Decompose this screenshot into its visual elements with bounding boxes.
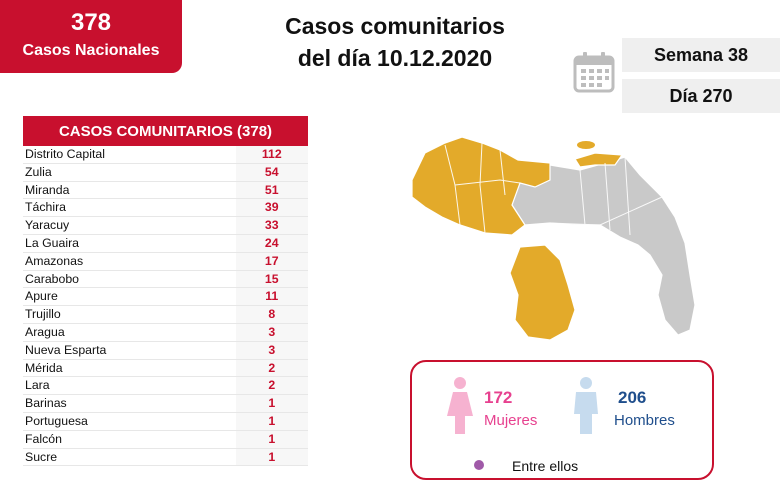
cases-table-header: CASOS COMUNITARIOS (378)	[23, 116, 308, 146]
table-row: Carabobo 15	[23, 270, 308, 289]
state-name: Mérida	[25, 360, 63, 375]
national-cases-count: 378	[70, 9, 112, 36]
title-line-2: del día 10.12.2020	[297, 45, 493, 71]
state-name: Carabobo	[25, 271, 80, 286]
case-count: 1	[235, 448, 308, 466]
title-line-1: Casos comunitarios	[285, 13, 505, 39]
state-name: Amazonas	[25, 253, 84, 268]
table-row: Falcón 1	[23, 430, 308, 449]
table-row: Mérida 2	[23, 359, 308, 378]
case-count: 1	[235, 430, 308, 448]
men-label: Hombres	[614, 412, 675, 429]
table-row: La Guaira 24	[23, 234, 308, 253]
state-name: Táchira	[25, 200, 67, 215]
women-count: 172	[484, 388, 513, 407]
gender-panel: 172 Mujeres 206 Hombres Entre ellos	[410, 360, 714, 480]
case-count: 17	[235, 252, 308, 270]
bullet-icon	[474, 460, 484, 470]
case-count: 51	[235, 181, 308, 199]
state-name: Miranda	[25, 182, 70, 197]
state-name: Apure	[25, 289, 58, 304]
case-count: 15	[235, 270, 308, 288]
gender-footer-text: Entre ellos	[512, 458, 579, 474]
state-name: Trujillo	[25, 307, 61, 322]
table-row: Nueva Esparta 3	[23, 341, 308, 360]
state-name: Barinas	[25, 396, 67, 411]
cases-table: CASOS COMUNITARIOS (378) Distrito Capita…	[23, 116, 308, 467]
map-region-west	[411, 136, 551, 236]
case-count: 2	[235, 377, 308, 395]
table-row: Apure 11	[23, 288, 308, 307]
page-title: Casos comunitarios del día 10.12.2020	[250, 10, 540, 74]
man-icon	[574, 377, 598, 434]
state-name: Yaracuy	[25, 218, 70, 233]
case-count: 24	[235, 234, 308, 252]
women-label: Mujeres	[484, 412, 538, 429]
day-box: Día 270	[622, 79, 780, 113]
case-count: 11	[235, 288, 308, 306]
state-name: Aragua	[25, 324, 65, 339]
map-region-nueva-esparta	[577, 141, 595, 149]
table-row: Zulia 54	[23, 163, 308, 182]
state-name: La Guaira	[25, 235, 80, 250]
case-count: 1	[235, 412, 308, 430]
map-region-amazonas	[509, 244, 576, 341]
national-cases-badge: 378 Casos Nacionales	[0, 0, 182, 73]
state-name: Distrito Capital	[25, 147, 105, 161]
week-box: Semana 38	[622, 38, 780, 72]
case-count: 3	[235, 323, 308, 341]
cases-table-body: Distrito Capital 112 Zulia 54 Miranda 51 Táchi…	[23, 146, 308, 467]
table-row: Táchira 39	[23, 199, 308, 218]
case-count: 39	[235, 199, 308, 217]
table-row: Miranda 51	[23, 181, 308, 200]
case-count: 33	[235, 217, 308, 234]
state-name: Sucre	[25, 449, 58, 464]
case-count: 8	[235, 306, 308, 323]
state-name: Falcón	[25, 431, 62, 446]
table-row: Sucre 1	[23, 448, 308, 467]
case-count: 1	[235, 395, 308, 412]
table-row: Aragua 3	[23, 323, 308, 342]
table-row: Portuguesa 1	[23, 412, 308, 431]
table-row: Yaracuy 33	[23, 217, 308, 235]
calendar-icon	[573, 52, 615, 93]
case-count: 54	[235, 163, 308, 181]
case-count: 2	[235, 359, 308, 377]
state-name: Zulia	[25, 164, 52, 179]
men-count: 206	[618, 388, 647, 407]
table-row: Lara 2	[23, 377, 308, 396]
state-name: Portuguesa	[25, 413, 88, 428]
map-region-sucre	[574, 152, 624, 168]
table-row: Distrito Capital 112	[23, 146, 308, 164]
national-cases-label: Casos Nacionales	[22, 42, 160, 59]
table-row: Barinas 1	[23, 395, 308, 413]
state-name: Nueva Esparta	[25, 342, 107, 357]
woman-icon	[447, 377, 473, 434]
table-row: Amazonas 17	[23, 252, 308, 271]
case-count: 112	[235, 146, 308, 163]
venezuela-map	[411, 136, 696, 341]
state-name: Lara	[25, 378, 50, 393]
table-row: Trujillo 8	[23, 306, 308, 324]
case-count: 3	[235, 341, 308, 359]
